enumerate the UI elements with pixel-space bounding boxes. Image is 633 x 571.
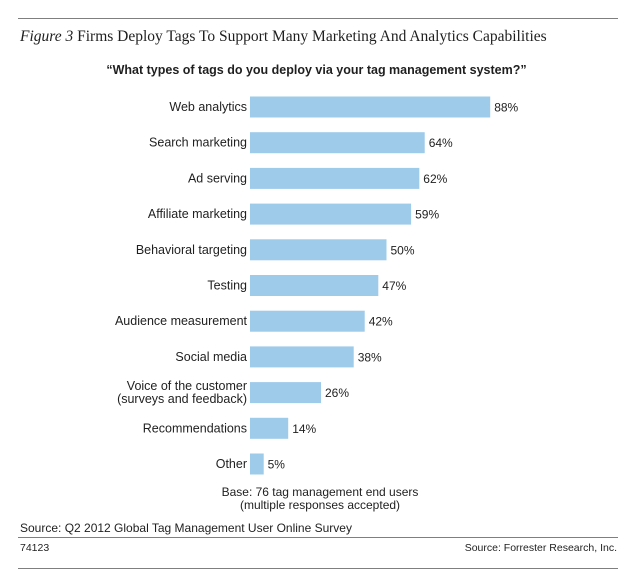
bar bbox=[250, 167, 420, 189]
bar bbox=[250, 132, 425, 154]
category-label: Ad serving bbox=[188, 171, 247, 185]
category-label: Testing bbox=[207, 279, 247, 293]
publisher-source: Source: Forrester Research, Inc. bbox=[464, 542, 617, 554]
data-label: 59% bbox=[415, 208, 439, 222]
bar bbox=[250, 275, 379, 296]
figure-title: Figure 3 Firms Deploy Tags To Support Ma… bbox=[20, 28, 547, 46]
data-label: 26% bbox=[325, 386, 349, 400]
data-label: 47% bbox=[382, 279, 406, 293]
bar bbox=[250, 453, 264, 475]
category-label: Social media bbox=[175, 350, 247, 364]
survey-source: Source: Q2 2012 Global Tag Management Us… bbox=[20, 521, 352, 535]
category-label: Affiliate marketing bbox=[148, 207, 247, 221]
data-label: 64% bbox=[429, 136, 453, 150]
top-rule bbox=[18, 18, 618, 19]
bar bbox=[250, 310, 365, 332]
footer-rule bbox=[18, 537, 618, 538]
category-label: Other bbox=[216, 457, 247, 471]
category-label: Behavioral targeting bbox=[136, 243, 247, 257]
category-label: Web analytics bbox=[169, 100, 247, 114]
category-label: Recommendations bbox=[143, 421, 247, 435]
category-label: Audience measurement bbox=[115, 314, 248, 328]
bottom-rule bbox=[18, 568, 618, 569]
figure-label: Figure 3 bbox=[20, 28, 74, 45]
bar bbox=[250, 417, 289, 439]
bar bbox=[250, 96, 491, 118]
bar bbox=[250, 382, 321, 404]
data-label: 50% bbox=[391, 243, 415, 257]
base-note: Base: 76 tag management end users (multi… bbox=[170, 486, 470, 512]
figure-number: 74123 bbox=[20, 542, 50, 554]
data-label: 38% bbox=[358, 350, 382, 364]
data-label: 14% bbox=[292, 422, 316, 436]
data-label: 88% bbox=[494, 101, 518, 115]
data-label: 62% bbox=[423, 172, 447, 186]
data-label: 5% bbox=[268, 458, 286, 472]
base-note-line-2: (multiple responses accepted) bbox=[239, 498, 401, 512]
category-label: Voice of the customer (surveys and feedba… bbox=[117, 379, 247, 406]
category-label: Search marketing bbox=[149, 136, 247, 150]
chart-question: “What types of tags do you deploy via yo… bbox=[106, 63, 527, 77]
bar bbox=[250, 203, 412, 225]
data-label: 42% bbox=[369, 315, 393, 329]
bar bbox=[250, 346, 354, 368]
figure-title-text: Firms Deploy Tags To Support Many Market… bbox=[77, 28, 547, 45]
bar bbox=[250, 239, 387, 261]
base-note-line-1: Base: 76 tag management end users bbox=[221, 485, 419, 499]
